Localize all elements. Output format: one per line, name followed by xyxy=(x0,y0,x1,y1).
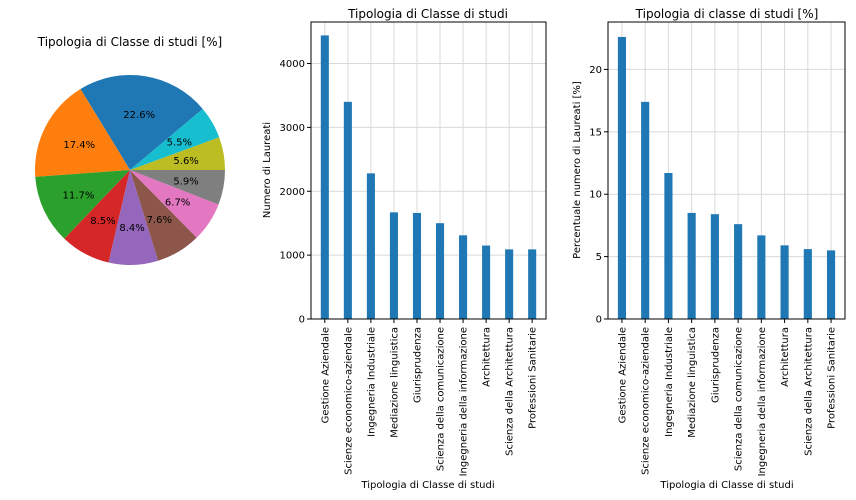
bar xyxy=(482,245,491,319)
bar-chart-percent-x-ticks: Gestione Aziendale Scienze economico-azie… xyxy=(617,319,838,476)
bar xyxy=(664,173,673,319)
y-tick-label: 2000 xyxy=(280,187,305,198)
x-tick-label: Scienze economico-aziendale xyxy=(343,327,354,475)
pie-slice xyxy=(64,170,130,263)
x-tick-label: Mediazione linguistica xyxy=(389,327,400,438)
pie-slice-label: 6.7% xyxy=(165,197,190,208)
x-tick-label: Scienza della comunicazione xyxy=(734,327,745,471)
x-tick-label: Scienza della Architettura xyxy=(505,327,516,456)
x-tick-label: Professioni Sanitarie xyxy=(528,327,539,429)
pie-slice xyxy=(130,170,225,205)
pie-labels: 22.6% 17.4% 11.7% 8.5% 8.4%7.6% 6.7% 5.9% 5.6% 5… xyxy=(63,110,199,234)
pie-slice-label: 22.6% xyxy=(123,110,155,121)
bar-chart-count-x-label: Tipologia di Classe di studi xyxy=(360,480,494,491)
pie-slice xyxy=(80,75,203,170)
y-tick-label: 5 xyxy=(596,252,602,263)
bar xyxy=(505,249,514,319)
pie-chart-title: Tipologia di Classe di studi [%] xyxy=(37,35,222,49)
bar xyxy=(320,35,329,319)
bar xyxy=(734,224,743,319)
bar-chart-percent-frame xyxy=(607,21,846,320)
x-tick-label: Scienza della comunicazione xyxy=(436,327,447,471)
pie-slices xyxy=(35,75,225,265)
bar-chart-count-title: Tipologia di Classe di studi xyxy=(347,7,508,21)
bar xyxy=(641,101,650,320)
y-tick-label: 15 xyxy=(589,127,602,138)
bar xyxy=(687,212,696,319)
bar-chart-percent: Tipologia di classe di studi [%] 0 5 10 15 2… xyxy=(572,7,846,491)
pie-slice xyxy=(130,108,220,170)
x-tick-label: Gestione Aziendale xyxy=(617,327,628,423)
pie-slice-label: 8.5% xyxy=(90,216,115,227)
bar-chart-percent-bars xyxy=(617,36,836,320)
bar xyxy=(780,245,789,319)
bar xyxy=(389,212,398,319)
bar xyxy=(710,214,719,319)
bar xyxy=(459,235,468,319)
x-tick-label: Giurisprudenza xyxy=(710,327,721,403)
pie-slice-label: 17.4% xyxy=(63,140,95,151)
pie-slice-label: 5.9% xyxy=(173,177,198,188)
x-tick-label: Ingegneria Industriale xyxy=(366,327,377,437)
y-tick-label: 0 xyxy=(299,315,305,326)
bar-chart-percent-y-ticks: 0 5 10 15 20 xyxy=(589,65,608,326)
y-tick-label: 20 xyxy=(589,65,602,76)
bar-chart-count-y-label: Numero di Laureati xyxy=(262,122,273,218)
bar-chart-count: Tipologia di Classe di studi 0 1000 2000 30… xyxy=(262,7,547,491)
bar xyxy=(366,173,375,319)
pie-slice-label: 5.6% xyxy=(173,156,198,167)
x-tick-label: Gestione Aziendale xyxy=(320,327,331,423)
y-tick-label: 10 xyxy=(589,190,602,201)
bar-chart-count-y-ticks: 0 1000 2000 3000 4000 xyxy=(280,59,311,326)
bar xyxy=(343,101,352,319)
bar xyxy=(803,249,812,319)
pie-slice xyxy=(130,170,219,238)
bar xyxy=(617,36,627,319)
pie-slice xyxy=(35,88,130,177)
pie-slice xyxy=(35,170,130,239)
y-tick-label: 4000 xyxy=(280,59,305,70)
pie-slice-label: 8.4% xyxy=(119,223,144,234)
pie-slice xyxy=(130,170,197,261)
y-tick-label: 3000 xyxy=(280,123,305,134)
bar xyxy=(757,235,766,319)
x-tick-label: Ingegneria della informazione xyxy=(757,327,768,476)
pie-slice-label: 11.7% xyxy=(63,190,95,201)
bar xyxy=(412,212,422,319)
bar xyxy=(528,249,537,319)
y-tick-label: 0 xyxy=(596,315,602,326)
bar xyxy=(826,250,836,319)
bar-chart-percent-y-label: Percentuale numero di Laureati [%] xyxy=(572,81,583,259)
pie-chart: Tipologia di Classe di studi [%] 22.6% 17… xyxy=(35,35,225,265)
x-tick-label: Giurisprudenza xyxy=(412,327,423,403)
x-tick-label: Scienza della Architettura xyxy=(803,327,814,456)
x-tick-label: Ingegneria Industriale xyxy=(664,327,675,437)
x-tick-label: Scienze economico-aziendale xyxy=(641,327,652,475)
bar-chart-count-frame xyxy=(310,21,547,320)
x-tick-label: Mediazione linguistica xyxy=(687,327,698,438)
pie-slice-label: 5.5% xyxy=(167,137,192,148)
bar-chart-percent-x-label: Tipologia di Classe di studi xyxy=(659,480,793,491)
bar-chart-count-bars xyxy=(320,35,537,319)
x-tick-label: Architettura xyxy=(780,327,791,387)
bar xyxy=(435,223,445,319)
bar-chart-percent-title: Tipologia di classe di studi [%] xyxy=(635,7,819,21)
bar-chart-count-x-ticks: Gestione Aziendale Scienze economico-azie… xyxy=(320,319,539,476)
x-tick-label: Architettura xyxy=(482,327,493,387)
x-tick-label: Ingegneria della informazione xyxy=(459,327,470,476)
pie-slice-label: 7.6% xyxy=(147,215,172,226)
pie-slice xyxy=(108,170,159,265)
pie-slice xyxy=(130,137,225,170)
y-tick-label: 1000 xyxy=(280,251,305,262)
x-tick-label: Professioni Sanitarie xyxy=(827,327,838,429)
